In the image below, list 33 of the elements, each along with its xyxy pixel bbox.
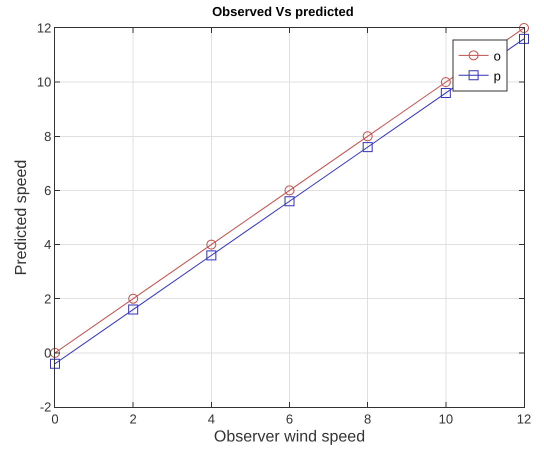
point xyxy=(440,77,451,88)
chart-title: Observed Vs predicted xyxy=(212,4,354,19)
y-tick-label: 8 xyxy=(44,128,52,144)
y-tick-label: 4 xyxy=(44,237,52,252)
point xyxy=(362,142,373,152)
y-axis-title: Predicted speed xyxy=(12,160,30,276)
legend-label: p xyxy=(494,68,501,84)
x-tick-label: 4 xyxy=(208,412,215,427)
y-tick-label: 0 xyxy=(44,345,52,360)
point xyxy=(128,304,138,315)
y-tick-label: 6 xyxy=(44,182,52,198)
point xyxy=(284,185,294,196)
y-tick-label: -2 xyxy=(40,400,52,415)
y-tick-label: 12 xyxy=(36,20,52,36)
point xyxy=(50,358,60,369)
x-tick-label: 2 xyxy=(130,412,137,427)
point xyxy=(206,240,216,250)
legend-label: o xyxy=(494,48,501,64)
y-tick-label: 2 xyxy=(44,291,52,306)
y-tick-label: 10 xyxy=(36,74,52,90)
point xyxy=(362,131,373,142)
x-axis-title: Observer wind speed xyxy=(214,428,366,446)
x-tick-label: 6 xyxy=(286,412,294,427)
point xyxy=(519,23,529,33)
x-tick-label: 12 xyxy=(516,412,532,427)
point xyxy=(519,34,529,44)
x-tick-label: 10 xyxy=(438,412,454,427)
point xyxy=(128,294,138,304)
point xyxy=(206,250,216,260)
point xyxy=(440,88,451,98)
point xyxy=(284,196,294,206)
point xyxy=(50,348,60,358)
x-tick-label: 8 xyxy=(364,412,372,427)
